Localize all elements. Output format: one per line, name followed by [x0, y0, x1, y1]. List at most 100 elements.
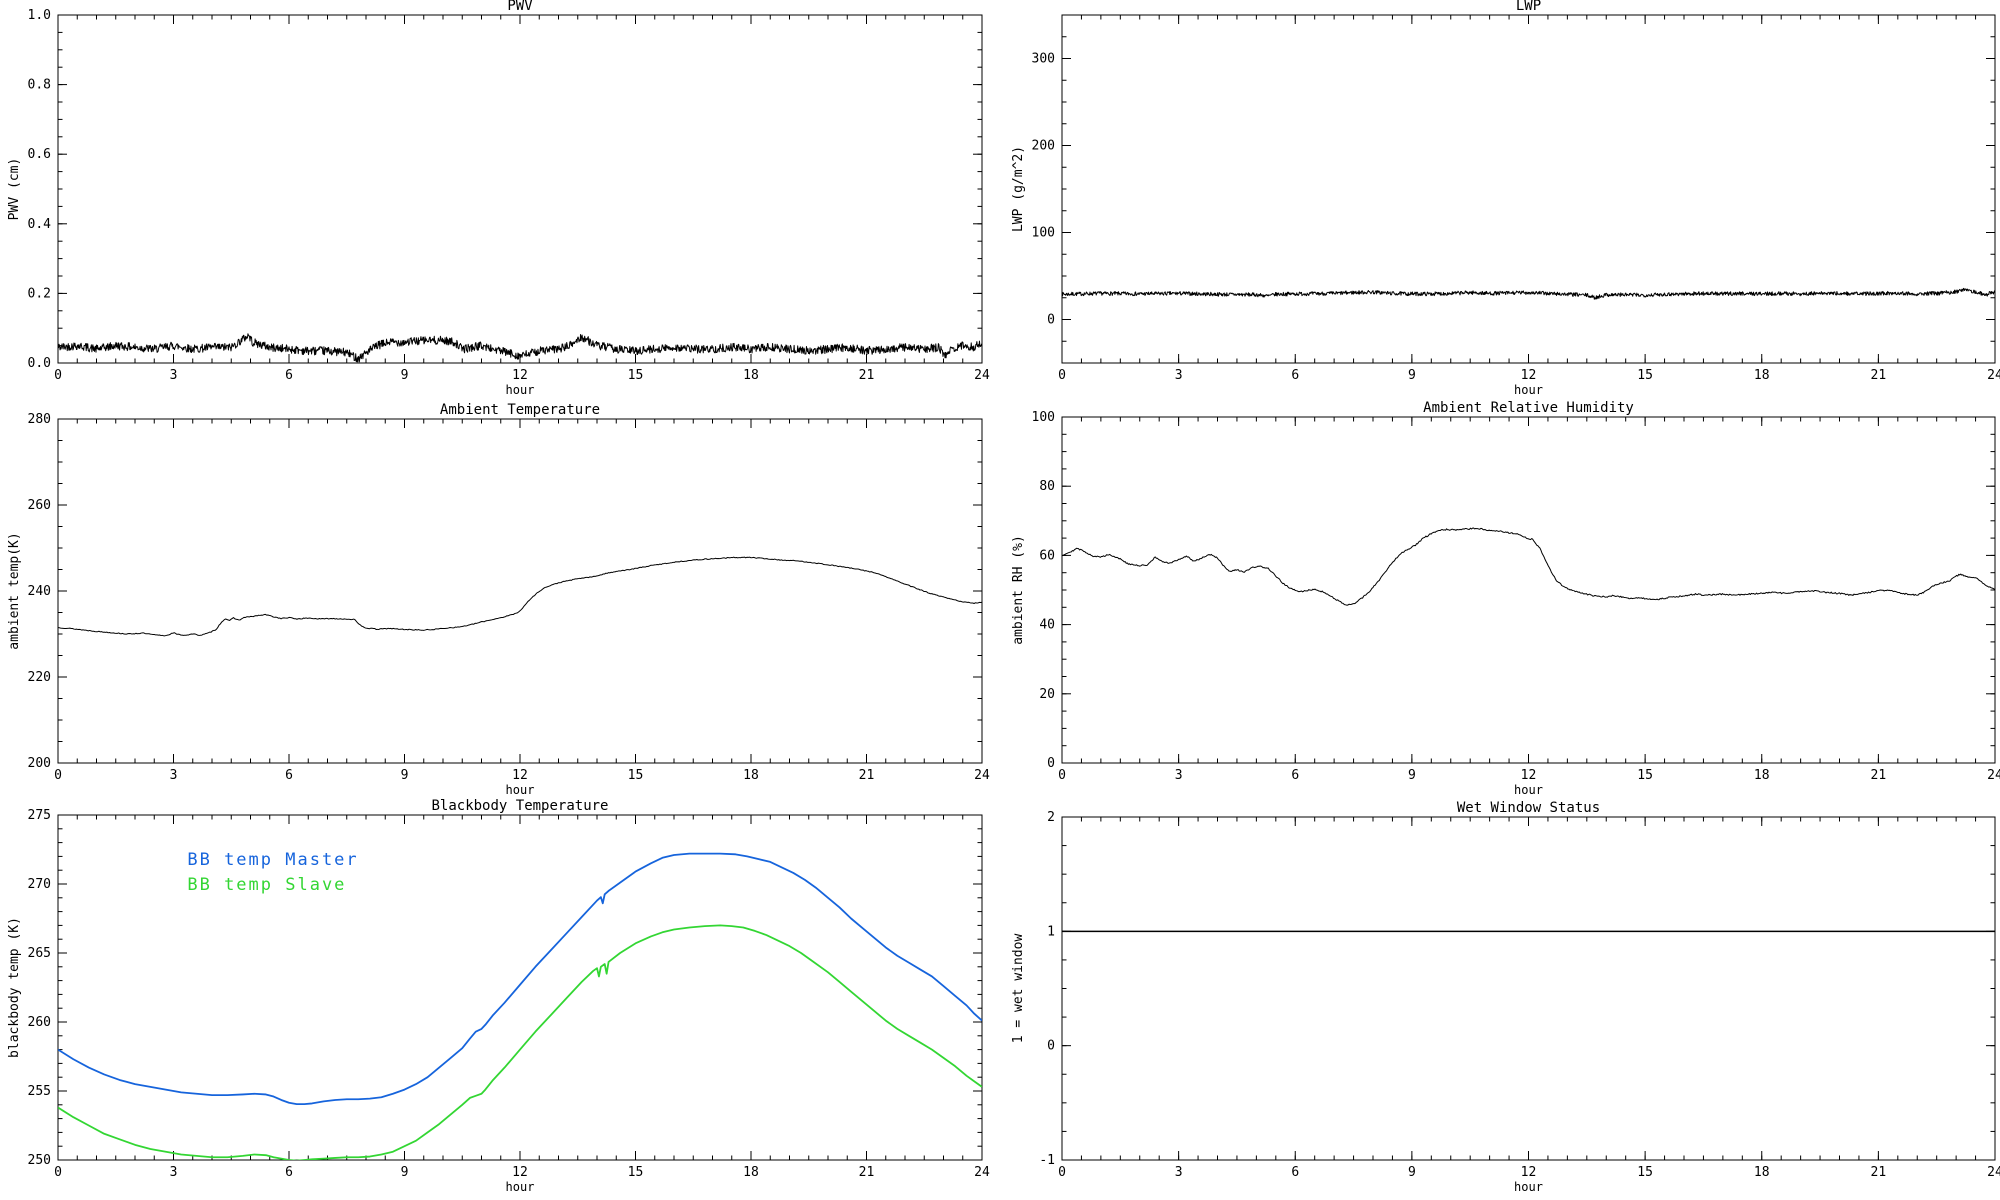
wet-window-xtick-label: 18 — [1754, 1165, 1770, 1180]
ambient-rh-xtick-label: 12 — [1521, 768, 1537, 783]
blackbody-y-axis-label: blackbody temp (K) — [7, 917, 22, 1058]
lwp-chart-title: LWP — [1516, 0, 1541, 14]
pwv-plot-box — [57, 14, 983, 364]
lwp-xtick-label: 24 — [1987, 368, 2000, 383]
ambient-temp-xtick-label: 9 — [401, 768, 409, 783]
blackbody-xtick-label: 21 — [859, 1165, 875, 1180]
blackbody-ytick-label: 265 — [28, 946, 51, 961]
blackbody-x-axis-label: hour — [506, 1180, 535, 1194]
ambient-temp-ytick-label: 220 — [28, 670, 51, 685]
bb-slave-line — [58, 924, 982, 1160]
ambient-temp-line — [58, 556, 982, 637]
ambient-temp-xtick-label: 24 — [974, 768, 990, 783]
pwv-ticks — [57, 14, 983, 364]
pwv-ytick-label: 0.6 — [28, 147, 51, 162]
blackbody-xtick-label: 9 — [401, 1165, 409, 1180]
lwp-chart: 0 3 6 9 12 15 18 21 24 0 100 200 300 LWP hour LWP (g/m^… — [1011, 0, 2000, 397]
lwp-xtick-label: 18 — [1754, 368, 1770, 383]
wet-window-xtick-label: 24 — [1987, 1165, 2000, 1180]
pwv-xtick-label: 6 — [285, 368, 293, 383]
wet-window-xtick-label: 3 — [1175, 1165, 1183, 1180]
wet-window-xtick-label: 0 — [1058, 1165, 1066, 1180]
pwv-ytick-label: 0.4 — [28, 217, 52, 232]
pwv-series-group — [58, 333, 982, 363]
lwp-ytick-label: 100 — [1032, 226, 1055, 241]
ambient-temp-xtick-label: 0 — [54, 768, 62, 783]
pwv-xtick-label: 21 — [859, 368, 875, 383]
lwp-plot-box — [1061, 14, 1996, 364]
blackbody-xtick-label: 12 — [512, 1165, 528, 1180]
ambient-rh-ytick-label: 80 — [1039, 479, 1055, 494]
ambient-temp-ytick-label: 260 — [28, 498, 51, 513]
ambient-temp-ytick-label: 240 — [28, 584, 51, 599]
ambient-rh-series-group — [1062, 527, 1995, 606]
lwp-xtick-label: 15 — [1637, 368, 1653, 383]
lwp-ytick-label: 300 — [1032, 52, 1055, 67]
ambient-temp-xtick-label: 12 — [512, 768, 528, 783]
ambient-temp-x-axis-label: hour — [506, 783, 535, 797]
wet-window-ytick-label: 1 — [1047, 924, 1055, 939]
lwp-xtick-label: 21 — [1871, 368, 1887, 383]
ambient-temp-xtick-label: 3 — [170, 768, 178, 783]
blackbody-ticks — [57, 814, 983, 1161]
lwp-line — [1062, 287, 1995, 300]
pwv-chart-title: PWV — [507, 0, 533, 14]
blackbody-xtick-label: 3 — [170, 1165, 178, 1180]
wet-window-xtick-label: 6 — [1291, 1165, 1299, 1180]
wet-window-xtick-label: 12 — [1521, 1165, 1537, 1180]
ambient-rh-ytick-label: 60 — [1039, 548, 1055, 563]
ambient-rh-xtick-label: 6 — [1291, 768, 1299, 783]
pwv-xtick-label: 12 — [512, 368, 528, 383]
pwv-line — [58, 333, 982, 363]
ambient-rh-xtick-label: 15 — [1637, 768, 1653, 783]
blackbody-chart: 0 3 6 9 12 15 18 21 24 250 255 260 265 270 275 Blackbod… — [7, 798, 990, 1194]
wet-window-ytick-label: -1 — [1039, 1153, 1055, 1168]
ambient-rh-xtick-label: 24 — [1987, 768, 2000, 783]
lwp-x-axis-label: hour — [1514, 383, 1543, 397]
pwv-xtick-label: 9 — [401, 368, 409, 383]
pwv-x-axis-label: hour — [506, 383, 535, 397]
ambient-rh-x-axis-label: hour — [1514, 783, 1543, 797]
wet-window-xtick-label: 21 — [1871, 1165, 1887, 1180]
ambient-temp-ticks — [57, 418, 983, 764]
lwp-series-group — [1062, 287, 1995, 300]
ambient-rh-xtick-label: 18 — [1754, 768, 1770, 783]
pwv-ytick-label: 0.0 — [28, 356, 51, 371]
pwv-xtick-label: 18 — [743, 368, 759, 383]
pwv-ytick-label: 1.0 — [28, 8, 51, 23]
blackbody-ytick-label: 250 — [28, 1153, 51, 1168]
wet-window-chart-title: Wet Window Status — [1457, 800, 1600, 816]
ambient-rh-xtick-label: 3 — [1175, 768, 1183, 783]
ambient-rh-xtick-label: 0 — [1058, 768, 1066, 783]
wet-window-plot-box — [1061, 816, 1996, 1161]
pwv-xtick-label: 0 — [54, 368, 62, 383]
blackbody-xtick-label: 24 — [974, 1165, 990, 1180]
blackbody-legend-entry: BB temp Slave — [187, 875, 346, 895]
ambient-temp-series-group — [58, 556, 982, 637]
blackbody-ytick-label: 255 — [28, 1084, 51, 1099]
ambient-rh-plot-box — [1061, 416, 1996, 764]
ambient-temp-chart-title: Ambient Temperature — [440, 402, 600, 418]
lwp-xtick-label: 6 — [1291, 368, 1299, 383]
wet-window-xtick-label: 9 — [1408, 1165, 1416, 1180]
blackbody-xtick-label: 0 — [54, 1165, 62, 1180]
ambient-rh-ytick-label: 100 — [1032, 410, 1055, 425]
ambient-temp-plot-box — [57, 418, 983, 764]
ambient-temp-ytick-label: 200 — [28, 756, 51, 771]
pwv-y-axis-label: PWV (cm) — [7, 158, 22, 221]
ambient-temp-chart: 0 3 6 9 12 15 18 21 24 200 220 240 260 280 Ambient Tem… — [7, 402, 990, 797]
lwp-ytick-label: 0 — [1047, 313, 1055, 328]
ambient-rh-ytick-label: 20 — [1039, 687, 1055, 702]
bb-master-line — [58, 852, 982, 1106]
wet-window-ytick-label: 2 — [1047, 810, 1055, 825]
wet-window-x-axis-label: hour — [1514, 1180, 1543, 1194]
pwv-chart: 0 3 6 9 12 15 18 21 24 0.0 0.2 0.4 0.6 0.8 1.0 PWV hour P… — [7, 0, 990, 397]
ambient-temp-xtick-label: 15 — [628, 768, 644, 783]
blackbody-ytick-label: 270 — [28, 877, 51, 892]
ambient-rh-chart: 0 3 6 9 12 15 18 21 24 0 20 40 60 80 100 Ambient Relati… — [1011, 400, 2000, 797]
blackbody-xtick-label: 18 — [743, 1165, 759, 1180]
lwp-xtick-label: 12 — [1521, 368, 1537, 383]
pwv-xtick-label: 3 — [170, 368, 178, 383]
